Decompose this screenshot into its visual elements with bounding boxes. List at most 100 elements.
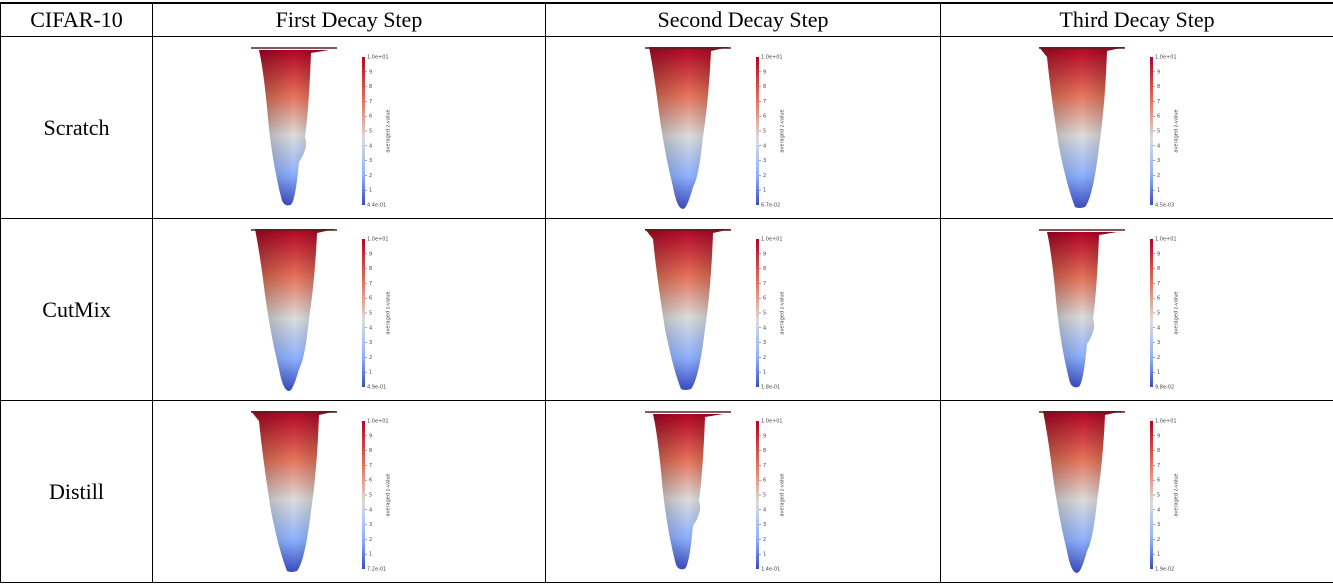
colorbar-tick-label: 8 — [1157, 448, 1160, 454]
colorbar-max: 1.0e+01 — [367, 237, 389, 243]
colorbar-tick-label: 6 — [369, 114, 372, 120]
colorbar-tick-label: 9 — [763, 251, 766, 257]
colorbar-tick-label: 1 — [369, 552, 372, 558]
colorbar-tick-label: 3 — [369, 340, 372, 346]
colorbar-tick-label: 1 — [763, 552, 766, 558]
loss-landscape: 1.0e+01 9.8e-02 9 8 7 6 5 4 3 2 1 averaged z-value — [1039, 229, 1180, 391]
colorbar-title: averaged z-value — [1174, 473, 1180, 516]
colorbar-tick-label: 1 — [369, 188, 372, 194]
colorbar-tick-label: 4 — [369, 325, 372, 331]
colorbar-min: 1.8e-01 — [761, 385, 780, 391]
colorbar-tick-label: 3 — [1157, 340, 1160, 346]
colorbar-tick-label: 2 — [1157, 173, 1160, 179]
colorbar-tick-label: 7 — [1157, 463, 1160, 469]
landscape-shade — [649, 47, 729, 209]
colorbar — [1150, 57, 1153, 205]
colorbar-tick-label: 2 — [763, 537, 766, 543]
colorbar-tick-label: 2 — [369, 355, 372, 361]
colorbar — [1150, 421, 1153, 569]
colorbar-min: 7.2e-01 — [367, 567, 386, 573]
row-label: CutMix — [0, 218, 153, 401]
colorbar-max: 1.0e+01 — [1155, 237, 1177, 243]
colorbar-min: 9.8e-02 — [1155, 385, 1174, 391]
colorbar-min: 6.7e-02 — [761, 203, 780, 209]
colorbar-tick-label: 5 — [763, 493, 766, 499]
colorbar-tick-label: 9 — [369, 69, 372, 75]
colorbar-tick-label: 9 — [1157, 433, 1160, 439]
colorbar-max: 1.0e+01 — [367, 55, 389, 61]
loss-landscape: 1.0e+01 4.9e-01 9 8 7 6 5 4 3 2 1 averaged z-value — [251, 229, 392, 391]
loss-landscape: 1.0e+01 1.8e-01 9 8 7 6 5 4 3 2 1 averaged z-value — [645, 229, 786, 391]
colorbar-tick-label: 1 — [369, 370, 372, 376]
landscape-shade — [251, 411, 337, 572]
colorbar-max: 1.0e+01 — [761, 419, 783, 425]
colorbar-tick-label: 4 — [1157, 325, 1160, 331]
colorbar-tick-label: 9 — [763, 433, 766, 439]
colorbar — [362, 239, 365, 387]
colorbar-min: 1.9e-02 — [1155, 567, 1174, 573]
colorbar-tick-label: 3 — [763, 522, 766, 528]
colorbar-tick-label: 5 — [1157, 493, 1160, 499]
colorbar-min: 4.4e-01 — [367, 203, 386, 209]
colorbar-max: 1.0e+01 — [761, 55, 783, 61]
colorbar-tick-label: 4 — [1157, 507, 1160, 513]
colorbar-max: 1.0e+01 — [1155, 419, 1177, 425]
figure-cell: 1.0e+01 4.9e-01 9 8 7 6 5 4 3 2 1 averaged z-value — [152, 218, 546, 401]
loss-landscape: 1.0e+01 4.4e-01 9 8 7 6 5 4 3 2 1 averaged z-value — [251, 47, 392, 209]
figure-cell: 1.0e+01 1.8e-01 9 8 7 6 5 4 3 2 1 averaged z-value — [545, 218, 941, 401]
landscape-shade — [645, 229, 731, 390]
loss-landscape: 1.0e+01 4.5e-03 9 8 7 6 5 4 3 2 1 averaged z-value — [1039, 47, 1180, 209]
header-cell: First Decay Step — [152, 2, 546, 37]
colorbar-tick-label: 6 — [763, 114, 766, 120]
colorbar-tick-label: 8 — [763, 84, 766, 90]
colorbar-tick-label: 3 — [1157, 158, 1160, 164]
header-cell: CIFAR-10 — [0, 2, 153, 37]
colorbar-tick-label: 6 — [1157, 114, 1160, 120]
colorbar-tick-label: 2 — [1157, 355, 1160, 361]
colorbar-tick-label: 7 — [763, 463, 766, 469]
colorbar-tick-label: 4 — [763, 143, 766, 149]
colorbar-min: 4.5e-03 — [1155, 203, 1174, 209]
colorbar-tick-label: 1 — [1157, 188, 1160, 194]
colorbar-tick-label: 8 — [369, 84, 372, 90]
figure-cell: 1.0e+01 4.4e-01 9 8 7 6 5 4 3 2 1 averaged z-value — [152, 36, 546, 219]
colorbar — [756, 421, 759, 569]
colorbar-tick-label: 4 — [763, 325, 766, 331]
figure-cell: 1.0e+01 6.7e-02 9 8 7 6 5 4 3 2 1 averaged z-value — [545, 36, 941, 219]
colorbar-title: averaged z-value — [386, 473, 392, 516]
header-cell: Third Decay Step — [940, 2, 1333, 37]
colorbar-tick-label: 7 — [369, 99, 372, 105]
colorbar — [362, 421, 365, 569]
colorbar-tick-label: 1 — [1157, 370, 1160, 376]
colorbar-tick-label: 6 — [369, 478, 372, 484]
colorbar-tick-label: 9 — [1157, 69, 1160, 75]
colorbar-tick-label: 9 — [369, 433, 372, 439]
colorbar-tick-label: 6 — [763, 296, 766, 302]
colorbar-title: averaged z-value — [780, 291, 786, 334]
colorbar-title: averaged z-value — [780, 473, 786, 516]
colorbar-tick-label: 2 — [763, 355, 766, 361]
colorbar-tick-label: 5 — [1157, 311, 1160, 317]
colorbar-tick-label: 9 — [1157, 251, 1160, 257]
colorbar-title: averaged z-value — [386, 109, 392, 152]
colorbar-tick-label: 3 — [763, 340, 766, 346]
colorbar-max: 1.0e+01 — [761, 237, 783, 243]
colorbar-tick-label: 7 — [369, 281, 372, 287]
colorbar-tick-label: 7 — [369, 463, 372, 469]
colorbar-tick-label: 2 — [763, 173, 766, 179]
colorbar-tick-label: 6 — [1157, 478, 1160, 484]
colorbar-tick-label: 8 — [369, 266, 372, 272]
colorbar — [362, 57, 365, 205]
colorbar-tick-label: 8 — [763, 266, 766, 272]
colorbar-tick-label: 3 — [369, 522, 372, 528]
colorbar-tick-label: 1 — [763, 188, 766, 194]
loss-landscape: 1.0e+01 7.2e-01 9 8 7 6 5 4 3 2 1 averaged z-value — [251, 411, 392, 573]
colorbar-tick-label: 6 — [1157, 296, 1160, 302]
colorbar-tick-label: 4 — [369, 143, 372, 149]
colorbar — [756, 57, 759, 205]
colorbar-title: averaged z-value — [780, 109, 786, 152]
colorbar-tick-label: 5 — [369, 493, 372, 499]
colorbar-tick-label: 5 — [763, 311, 766, 317]
colorbar-tick-label: 6 — [763, 478, 766, 484]
